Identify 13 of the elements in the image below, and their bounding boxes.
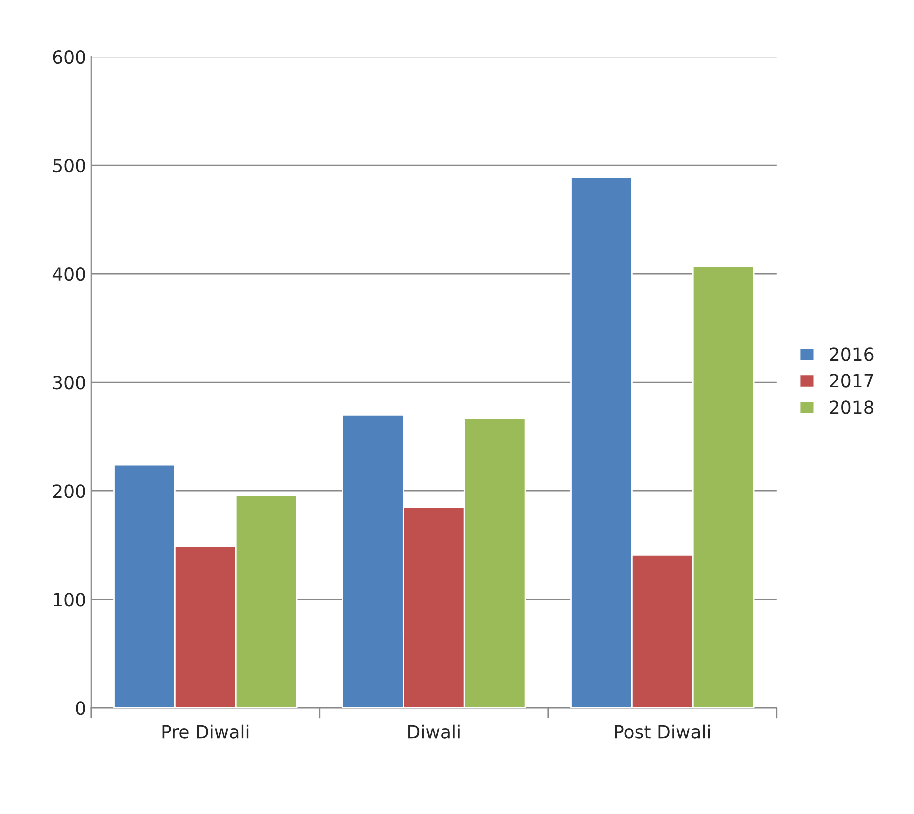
y-tick-label: 500 — [53, 158, 86, 173]
legend-label: 2018 — [830, 400, 874, 414]
y-tick-label: 0 — [76, 702, 86, 716]
x-tick-label: Pre Diwali — [162, 724, 249, 739]
legend-label: 2016 — [830, 348, 874, 362]
y-tick-label: 100 — [54, 593, 86, 607]
legend-label: 2017 — [830, 374, 874, 388]
x-tick-label: Post Diwali — [615, 724, 710, 739]
y-tick-label: 200 — [53, 484, 86, 498]
y-tick-label: 600 — [53, 50, 86, 64]
y-tick-label: 400 — [52, 268, 86, 282]
y-tick-label: 300 — [53, 376, 86, 390]
x-tick-label: Diwali — [408, 724, 460, 739]
